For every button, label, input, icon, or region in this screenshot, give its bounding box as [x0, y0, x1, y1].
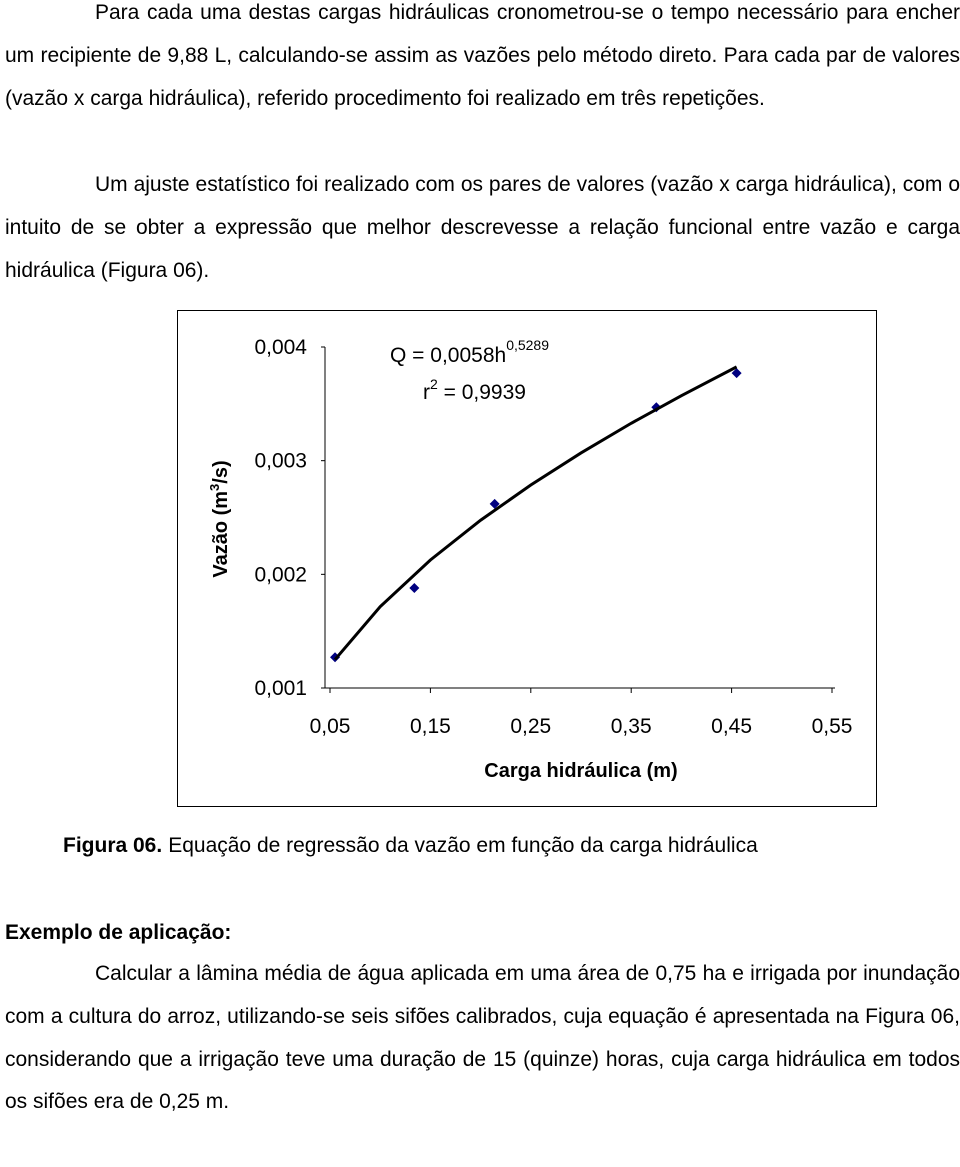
chart: Q = 0,0058h0,5289 r2 = 0,9939 Carga hidr…	[177, 310, 877, 807]
paragraph: Um ajuste estatístico foi realizado com …	[5, 173, 960, 282]
figure-caption: Figura 06. Equação de regressão da vazão …	[63, 824, 758, 867]
data-point	[651, 402, 662, 413]
equation: Q = 0,0058h0,5289	[390, 337, 549, 367]
x-tick-label: 0,35	[611, 715, 652, 738]
data-point	[731, 368, 742, 379]
y-tick-label: 0,002	[254, 563, 307, 586]
paragraph: Calcular a lâmina média de água aplicada…	[5, 962, 960, 1114]
r-value: = 0,9939	[438, 381, 526, 404]
y-axis-title: Vazão (m3/s)	[207, 460, 232, 577]
y-title-rest: /s)	[210, 460, 232, 483]
y-tick-label: 0,004	[254, 336, 307, 359]
r-exponent: 2	[430, 376, 438, 392]
data-point	[409, 582, 420, 593]
paragraph: Para cada uma destas cargas hidráulicas …	[5, 1, 960, 110]
x-tick-label: 0,15	[410, 715, 451, 738]
equation-main: Q = 0,0058h	[390, 344, 506, 367]
y-title-exponent: 3	[207, 484, 222, 491]
data-point	[489, 498, 500, 509]
section-heading: Exemplo de aplicação:	[5, 921, 232, 944]
caption-label: Figura 06.	[63, 834, 163, 857]
y-tick-label: 0,001	[254, 677, 307, 700]
caption-text: Equação de regressão da vazão em função …	[168, 834, 758, 857]
x-tick-label: 0,25	[510, 715, 551, 738]
y-tick-label: 0,003	[254, 450, 307, 473]
x-tick-label: 0,45	[711, 715, 752, 738]
r-base: r	[423, 381, 430, 404]
equation-exponent: 0,5289	[506, 337, 549, 353]
x-tick-label: 0,55	[812, 715, 853, 738]
x-tick-label: 0,05	[310, 715, 351, 738]
chart-border	[177, 310, 877, 807]
fit-curve	[333, 365, 738, 661]
y-title-main: Vazão (m	[210, 491, 232, 578]
r-squared: r2 = 0,9939	[423, 376, 526, 404]
x-axis-title: Carga hidráulica (m)	[484, 760, 677, 782]
